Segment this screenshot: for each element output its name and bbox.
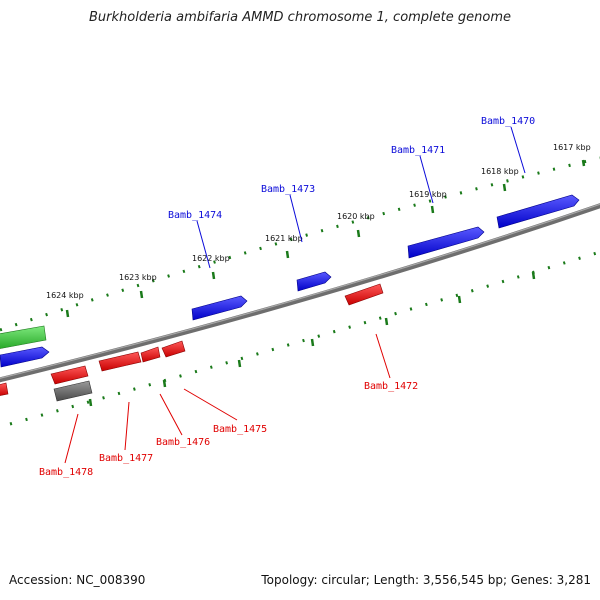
tick-label-1623: 1623 kbp xyxy=(119,273,157,282)
accession-text: Accession: NC_008390 xyxy=(9,573,146,587)
gene-bamb-1474[interactable] xyxy=(191,295,248,321)
gene-left-red[interactable] xyxy=(0,382,9,396)
label-bamb-1472: Bamb_1472 xyxy=(364,381,418,392)
gene-bamb-1471[interactable] xyxy=(407,226,485,259)
label-bamb-1473: Bamb_1473 xyxy=(261,184,315,195)
reverse-genes xyxy=(0,283,384,396)
tick-label-1621: 1621 kbp xyxy=(265,234,303,243)
tick-label-1622: 1622 kbp xyxy=(192,254,230,263)
tick-label-1617: 1617 kbp xyxy=(553,143,591,152)
chromosome-backbone xyxy=(0,203,600,383)
tick-label-1619: 1619 kbp xyxy=(409,190,447,199)
gene-bamb-1478[interactable] xyxy=(50,365,89,385)
label-bamb-1475: Bamb_1475 xyxy=(213,424,267,435)
label-bamb-1471: Bamb_1471 xyxy=(391,145,445,156)
forward-genes xyxy=(0,194,580,368)
gene-bamb-1477[interactable] xyxy=(98,351,142,372)
gene-bamb-1472[interactable] xyxy=(344,283,384,306)
label-bamb-1474: Bamb_1474 xyxy=(168,210,222,221)
label-bamb-1476: Bamb_1476 xyxy=(156,437,210,448)
tick-label-1624: 1624 kbp xyxy=(46,291,84,300)
gene-bamb-1473[interactable] xyxy=(296,271,332,292)
gene-bamb-1470[interactable] xyxy=(496,194,580,229)
upper-major-ticks xyxy=(65,159,586,318)
tick-label-1618: 1618 kbp xyxy=(481,167,519,176)
label-bamb-1478: Bamb_1478 xyxy=(39,467,93,478)
gene-gray[interactable] xyxy=(53,380,93,402)
map-title: Burkholderia ambifaria AMMD chromosome 1… xyxy=(88,10,512,25)
gene-left-blue[interactable] xyxy=(0,346,50,368)
lower-major-ticks xyxy=(88,271,536,407)
label-bamb-1477: Bamb_1477 xyxy=(99,453,153,464)
genome-summary-text: Topology: circular; Length: 3,556,545 bp… xyxy=(261,573,591,587)
gene-bamb-1476[interactable] xyxy=(140,346,161,363)
gene-bamb-1475[interactable] xyxy=(161,340,186,358)
tick-label-1620: 1620 kbp xyxy=(337,212,375,221)
gene-rna-green[interactable] xyxy=(0,325,47,349)
label-bamb-1470: Bamb_1470 xyxy=(481,116,535,127)
